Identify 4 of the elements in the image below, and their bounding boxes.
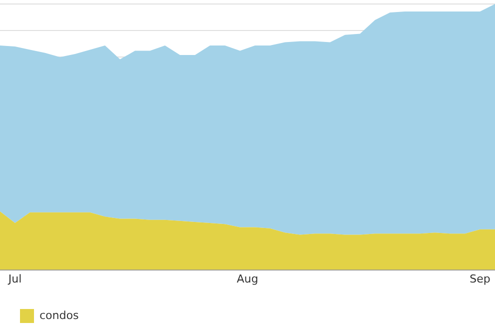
legend-label: condos <box>40 308 79 322</box>
x-tick-label: Sep <box>470 272 490 286</box>
x-tick-label: Jul <box>7 272 22 286</box>
x-tick-label: Aug <box>236 272 258 286</box>
